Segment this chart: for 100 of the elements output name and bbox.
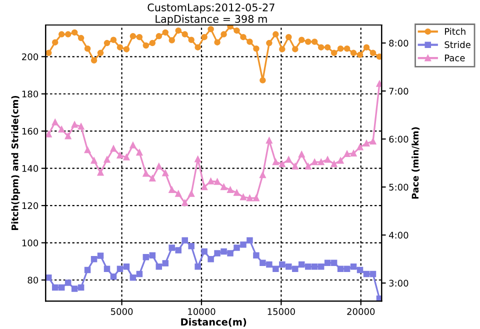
point [110,36,117,44]
point [201,248,208,255]
point [156,33,162,40]
point [84,46,91,52]
point [182,237,188,244]
point [110,274,117,280]
point [253,46,260,52]
point [110,145,117,152]
point [318,44,324,50]
point [324,260,331,266]
point [104,40,110,46]
point [292,266,298,272]
point [90,57,98,64]
point [194,44,201,50]
point [136,270,143,278]
point [182,31,188,38]
point [253,252,260,259]
point [208,256,214,262]
point [58,284,65,291]
point [168,37,176,44]
point [227,250,234,256]
point [370,138,376,145]
point [266,40,272,46]
point [123,263,130,270]
point [318,263,324,270]
legend-label: Stride [444,41,470,48]
point [240,34,246,40]
point [311,38,318,45]
x-tick-label: 15000 [268,308,295,315]
x-axis-title: Distance(m) [181,318,246,327]
point [64,133,72,140]
point [168,244,176,251]
point [149,252,156,259]
point [318,158,324,166]
point [71,29,78,36]
point [246,194,253,202]
chart-title: CustomLaps:2012-05-27 [148,3,274,14]
point [227,25,234,30]
point [97,50,104,56]
point [286,263,292,270]
point [182,200,188,206]
point [130,274,136,281]
point [188,243,194,250]
point [142,42,150,49]
point [71,286,78,292]
point [356,144,364,150]
point [156,163,162,170]
point [324,156,331,163]
point [234,244,240,251]
y2-tick-label: 6:00 [389,136,408,143]
point [71,121,78,128]
point [337,46,344,52]
point [78,34,84,42]
point [130,33,136,40]
y-tick-label: 120 [22,202,38,210]
point [330,50,338,56]
point [162,29,169,36]
point [324,44,331,50]
point [266,137,272,144]
point [78,284,84,291]
point [272,158,279,166]
y2-axis-title: Pace (min/km) [412,127,420,199]
point [298,36,305,44]
point [214,39,220,46]
point [370,50,376,56]
legend-label: Pitch [445,28,466,35]
point [376,80,382,87]
x-tick-label: 20000 [347,308,375,315]
point [188,36,194,44]
point [337,266,344,272]
y-tick-label: 80 [28,276,38,284]
point [58,126,65,133]
point [344,150,350,158]
point [46,50,52,56]
point [344,266,350,272]
y-axis-title: Pitch(bpm) and Stride(cm) [11,96,20,230]
point [330,160,338,168]
point [363,44,370,50]
point [246,237,253,244]
point [149,175,156,182]
chart-subtitle: LapDistance = 398 m [156,14,267,25]
y-tick-label: 160 [22,128,38,135]
point [52,119,58,126]
point [260,172,266,178]
point [156,263,162,270]
point [194,263,201,270]
point [175,247,182,254]
point [46,274,52,281]
y-tick-label: 180 [22,90,38,98]
point [370,270,376,278]
point [90,256,98,262]
point [104,156,110,163]
point [52,39,58,46]
point [214,250,220,256]
point [142,254,150,260]
point [97,252,104,259]
point [363,140,370,146]
point [304,38,312,45]
point [304,163,312,170]
point [97,169,104,176]
